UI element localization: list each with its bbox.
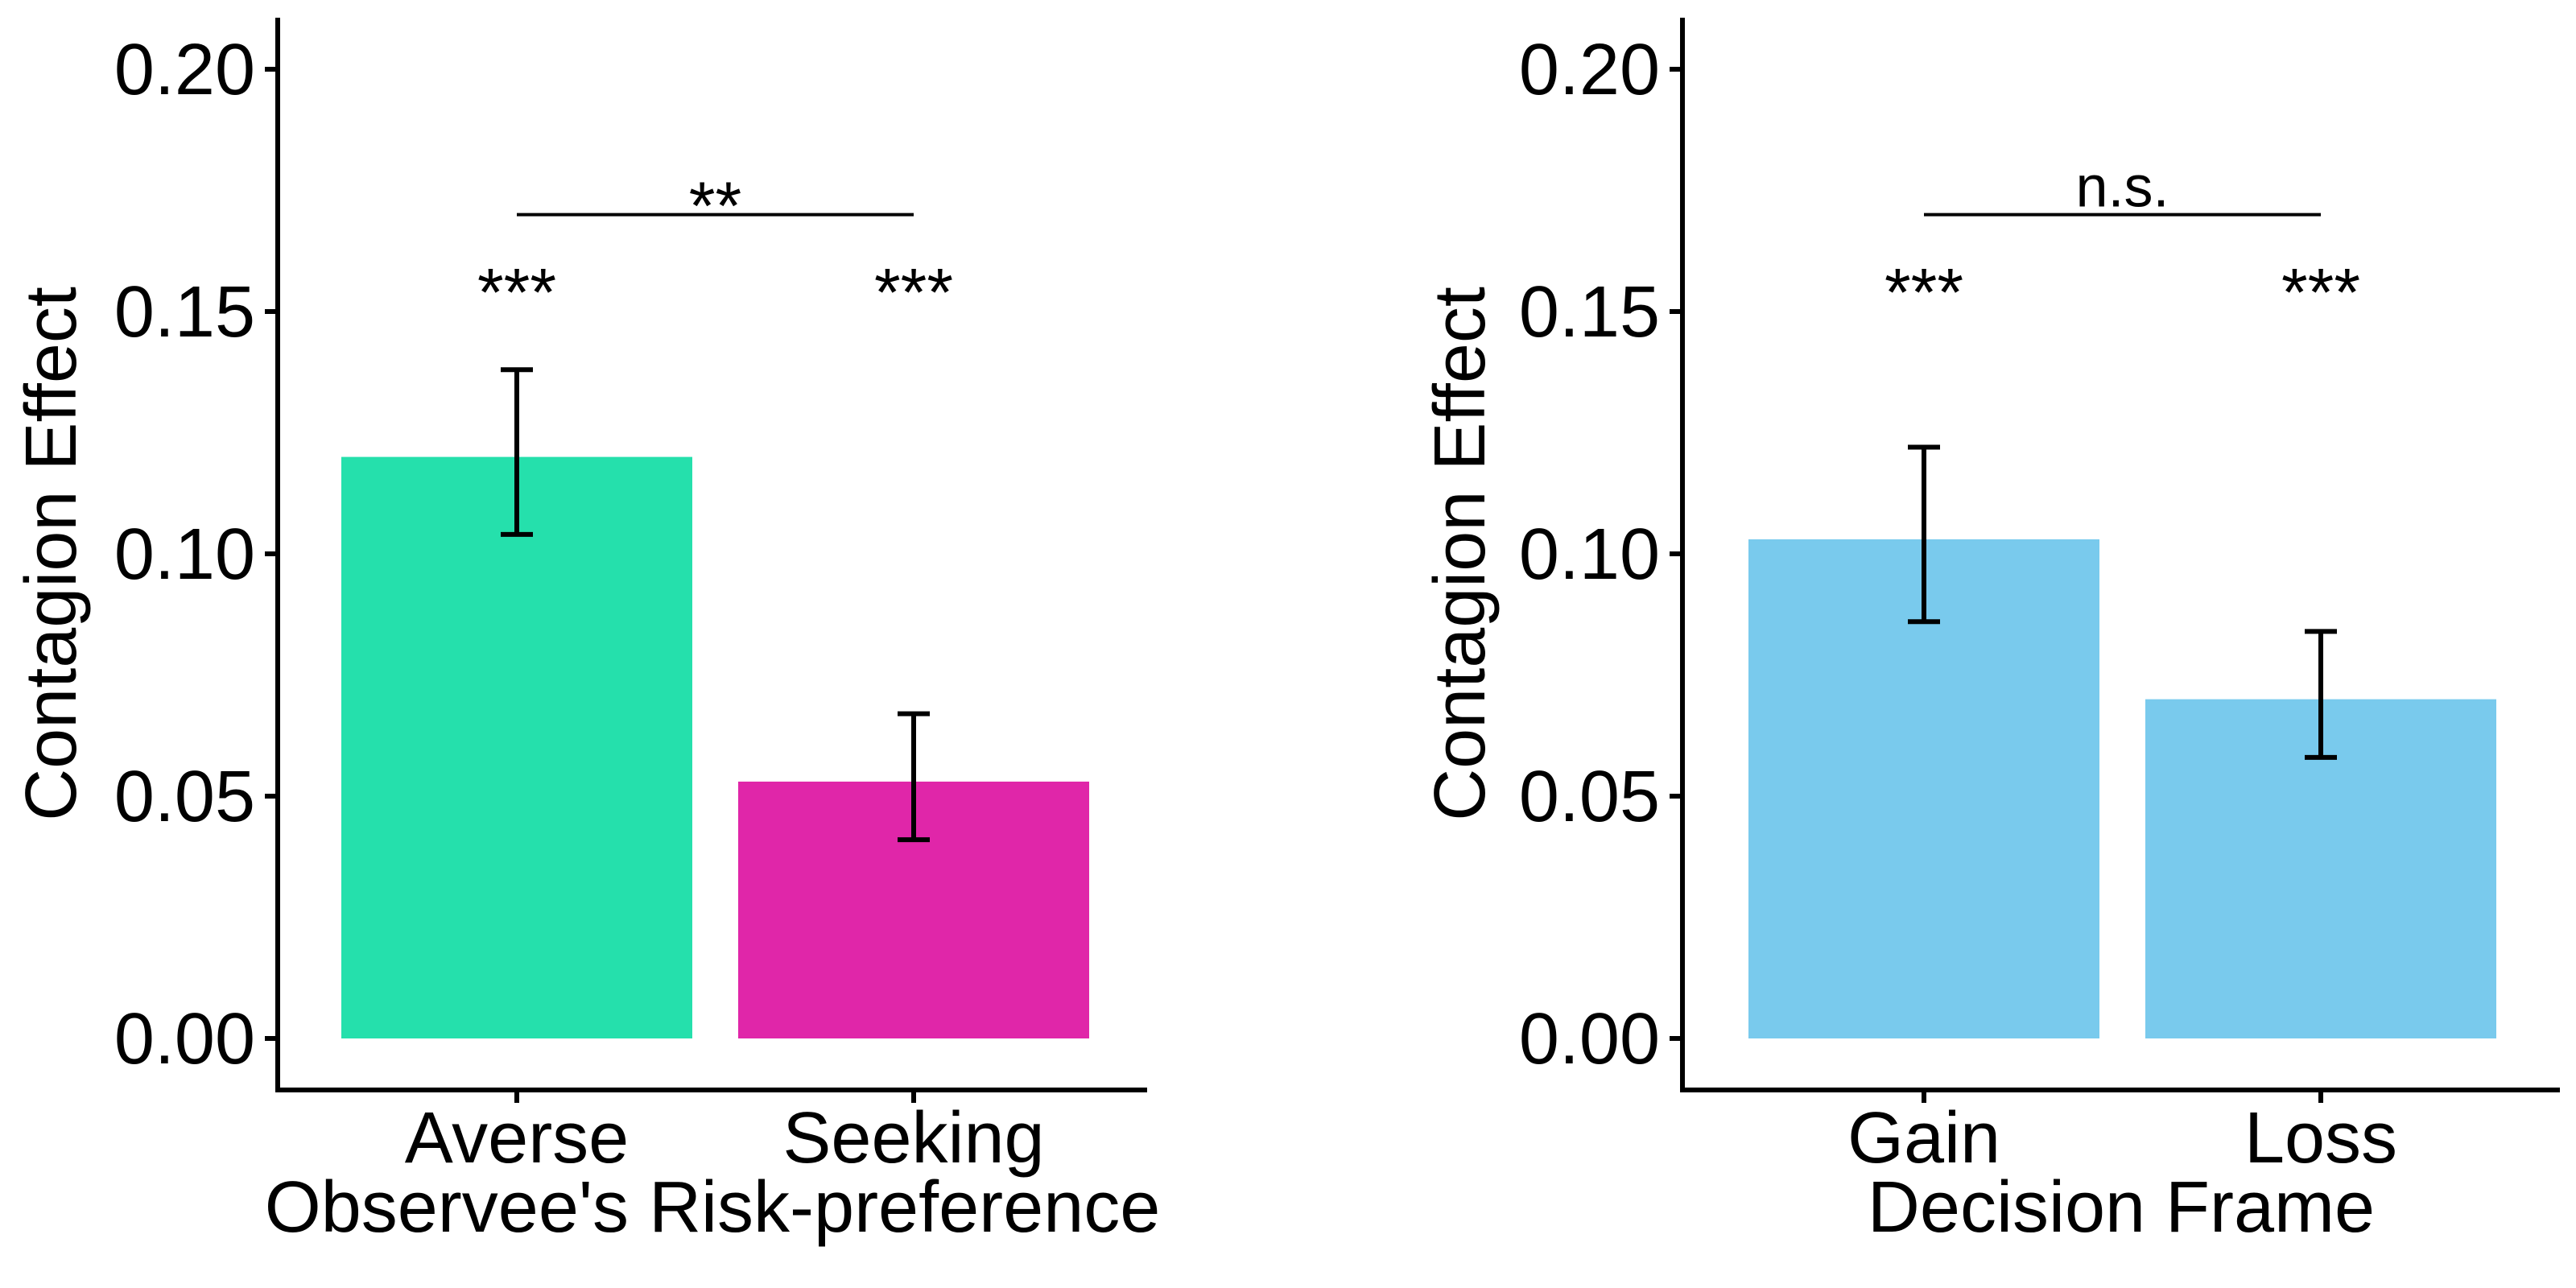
y-tick-label: 0.00 (1519, 999, 1660, 1080)
y-tick-label: 0.10 (1519, 514, 1660, 595)
y-axis-title: Contagion Effect (1420, 287, 1501, 821)
x-axis-title: Observee's Risk-preference (265, 1167, 1161, 1248)
y-tick-label: 0.00 (114, 999, 255, 1080)
y-axis-title: Contagion Effect (11, 287, 92, 821)
x-tick-label-averse: Averse (405, 1098, 629, 1179)
bar-averse (341, 456, 692, 1038)
comparison-label: n.s. (2075, 155, 2169, 220)
y-tick-label: 0.10 (114, 514, 255, 595)
chart-panel-decision-frame: *** *** n.s. 0.00 0.05 0.10 0.15 0.20 Gain LossDe… (1420, 18, 2560, 1248)
x-axis-title: Decision Frame (1868, 1167, 2375, 1248)
y-tick-label: 0.20 (114, 30, 255, 110)
x-tick-label-seeking: Seeking (782, 1098, 1044, 1179)
y-tick-label: 0.15 (1519, 272, 1660, 353)
y-tick-label: 0.20 (1519, 30, 1660, 110)
significance-label: *** (1885, 254, 1963, 330)
comparison-label: ** (689, 168, 741, 244)
y-tick-label: 0.05 (1519, 757, 1660, 837)
x-tick-label-gain: Gain (1847, 1098, 2000, 1179)
x-tick-label-loss: Loss (2244, 1098, 2397, 1179)
y-tick-label: 0.05 (114, 757, 255, 837)
y-tick-label: 0.15 (114, 272, 255, 353)
significance-label: *** (874, 254, 953, 330)
significance-label: *** (2281, 254, 2360, 330)
significance-label: *** (477, 254, 556, 330)
